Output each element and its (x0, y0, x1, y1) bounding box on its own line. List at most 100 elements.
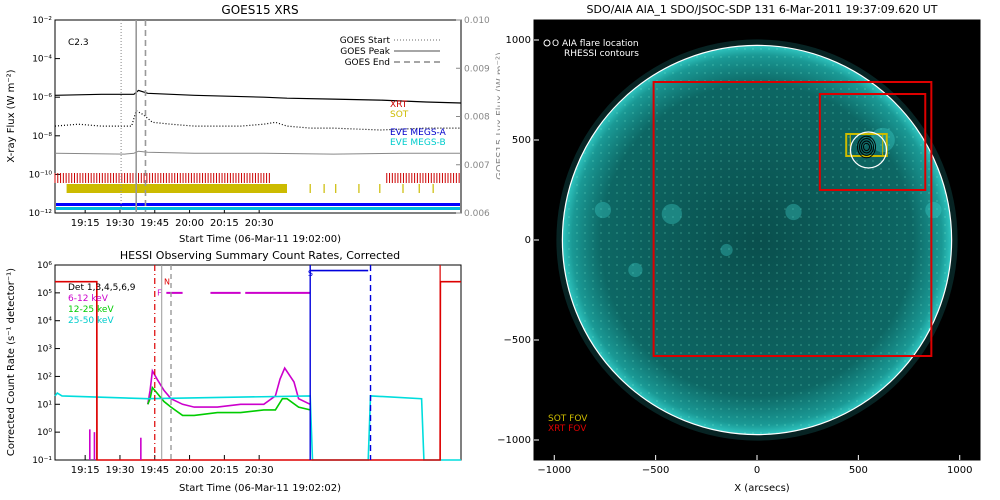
goes-ytick-label: 10⁻⁴ (32, 55, 52, 65)
legend-25-50: 25-50 keV (68, 316, 114, 326)
aia-ytick-label: −500 (504, 335, 531, 346)
legend-rhessi-contours: RHESSI contours (564, 49, 639, 59)
hessi-frame (54, 264, 462, 461)
hessi-ytick-label: 10³ (37, 345, 52, 355)
xrt-fov-box (818, 93, 927, 191)
active-region (720, 243, 733, 257)
active-region (785, 203, 802, 221)
aia-xtick-label: 500 (849, 465, 868, 476)
hessi-ytick-label: 10⁰ (37, 428, 52, 438)
rhessi-contour (861, 140, 872, 154)
hessi-xtick-label: 20:30 (245, 465, 274, 476)
legend-aia-flare: O AIA flare location (552, 39, 639, 49)
hessi-line-12-25-kev (147, 385, 311, 417)
legend-12-25: 12-25 keV (68, 305, 114, 315)
active-region (594, 201, 612, 219)
aia-title: SDO/AIA AIA_1 SDO/JSOC-SDP 131 6-Mar-201… (587, 3, 938, 16)
aia-ytick-label: 0 (525, 235, 531, 246)
goes-ylabel: X-ray Flux (W m⁻²) (6, 69, 17, 162)
goes-event-lines (120, 20, 147, 213)
aia-xtick-label: 0 (754, 465, 760, 476)
goes-xtick-label: 19:30 (106, 218, 135, 229)
rhessi-contour (857, 135, 876, 159)
aia-xtick-label: −500 (642, 465, 669, 476)
flag-letter: S (308, 269, 313, 278)
goes-ytick-label: 10⁻¹⁰ (29, 170, 53, 180)
flag-letter: N (164, 278, 170, 287)
hessi-ytick-label: 10⁻¹ (32, 456, 52, 466)
hessi-xtick-label: 19:45 (140, 465, 169, 476)
legend-circle-icon (543, 39, 551, 47)
hessi-legend: Det 1,3,4,5,6,9 6-12 keV 12-25 keV 25-50… (68, 283, 136, 326)
hessi-ylabel: Corrected Count Rate (s⁻¹ detector⁻¹) (6, 268, 17, 456)
goes-ytick-right-label: 0.010 (464, 16, 490, 26)
goes-line-x-ray-short (54, 150, 461, 155)
legend-xrt-fov: XRT FOV (548, 424, 587, 434)
aia-panel: SDO/AIA AIA_1 SDO/JSOC-SDP 131 6-Mar-201… (497, 0, 1000, 500)
aia-xtick-label: 1000 (947, 465, 972, 476)
aia-image (556, 39, 958, 441)
megs-a-bar (56, 203, 460, 206)
aia-overlays (543, 39, 933, 357)
instrument-labels: XRT SOT EVE MEGS-A EVE MEGS-B (390, 100, 447, 148)
sun-grid (562, 45, 952, 435)
hessi-panel: HESSI Observing Summary Count Rates, Cor… (6, 249, 462, 494)
legend-sot-fov: SOT FOV (548, 414, 588, 424)
legend-goes-end: GOES End (345, 58, 390, 68)
goes-ytick-label: 10⁻¹² (29, 209, 53, 219)
hessi-ytick-label: 10⁶ (37, 261, 52, 271)
hessi-title: HESSI Observing Summary Count Rates, Cor… (120, 249, 400, 262)
rhessi-contour (859, 138, 874, 156)
hessi-series (54, 269, 461, 461)
label-xrt: XRT (390, 100, 408, 110)
goes-panel: GOES15 XRS 19:15 19:30 19:45 20:00 20:15 20:3… (6, 3, 506, 245)
goes-line-x-ray-long (54, 109, 461, 131)
goes-title: GOES15 XRS (221, 3, 298, 17)
hessi-ytick-label: 10⁵ (37, 289, 52, 299)
goes-legend: GOES Start GOES Peak GOES End (340, 36, 440, 68)
goes-ytick-right-label: 0.006 (464, 209, 490, 219)
aia-flare-circle (849, 131, 888, 169)
goes-series (54, 89, 462, 155)
hessi-line-6-12-kev (147, 366, 311, 408)
legend-goes-start: GOES Start (340, 36, 391, 46)
aia-ticks: −1000 −500 0 500 1000 1000 500 0 −500 −1000 (497, 35, 972, 476)
aia-legend-top: O AIA flare location RHESSI contours (552, 39, 639, 59)
sot-fov-inner (849, 133, 884, 157)
goes-xtick-label: 20:30 (245, 218, 274, 229)
flare-class-label: C2.3 (68, 38, 89, 48)
xrt-fov-box (652, 81, 933, 357)
legend-6-12: 6-12 keV (68, 294, 109, 304)
goes-xtick-label: 19:45 (140, 218, 169, 229)
legend-goes-peak: GOES Peak (340, 47, 390, 57)
hessi-ytick-label: 10¹ (37, 400, 52, 410)
legend-detectors: Det 1,3,4,5,6,9 (68, 283, 136, 293)
aia-ytick-label: 500 (512, 135, 531, 146)
goes-ytick-label: 10⁻² (32, 16, 52, 26)
flag-letter: F (157, 289, 162, 298)
sun-limb (561, 44, 953, 436)
hessi-xtick-label: 20:15 (210, 465, 239, 476)
goes-xtick-label: 20:00 (175, 218, 204, 229)
goes-xtick-label: 19:15 (71, 218, 100, 229)
aia-xlabel: X (arcsecs) (734, 483, 790, 494)
active-region (628, 262, 643, 278)
label-sot: SOT (390, 110, 409, 120)
megs-b-bar (56, 207, 460, 210)
goes-ytick-right-label: 0.009 (464, 64, 490, 74)
goes-ytick-right-label: 0.008 (464, 113, 490, 123)
active-region (925, 201, 942, 219)
hessi-ytick-label: 10⁴ (37, 317, 52, 327)
goes-ytick-right-label: 0.007 (464, 161, 490, 171)
hessi-xtick-label: 20:00 (175, 465, 204, 476)
goes-instrument-bars (54, 173, 460, 210)
hessi-xtick-label: 19:30 (106, 465, 135, 476)
goes-ytick-label: 10⁻⁶ (32, 93, 52, 103)
aia-ytick-label: 1000 (506, 35, 531, 46)
goes-line-lyman-alpha-flux (54, 89, 462, 104)
hessi-ytick-label: 10² (37, 372, 52, 382)
hessi-line-attenuator (55, 280, 461, 461)
aia-xtick-label: −1000 (537, 465, 571, 476)
goes-ytick-label: 10⁻⁸ (32, 132, 52, 142)
